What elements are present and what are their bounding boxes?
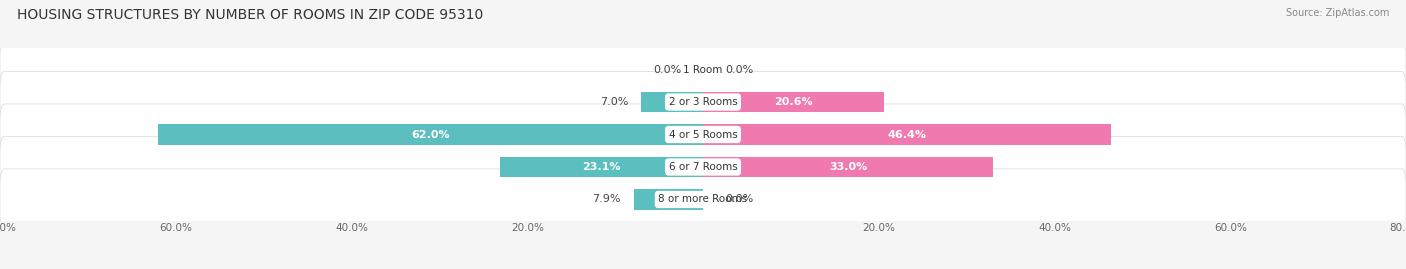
- Bar: [641, 92, 703, 112]
- Bar: [703, 125, 1111, 144]
- Bar: [159, 125, 703, 144]
- Bar: [703, 92, 884, 112]
- Text: 46.4%: 46.4%: [887, 129, 927, 140]
- Text: 7.9%: 7.9%: [592, 194, 620, 204]
- Text: 0.0%: 0.0%: [725, 194, 754, 204]
- Text: 0.0%: 0.0%: [725, 65, 754, 75]
- Bar: [634, 189, 703, 210]
- Text: 1 Room: 1 Room: [683, 65, 723, 75]
- Text: 7.0%: 7.0%: [600, 97, 628, 107]
- FancyBboxPatch shape: [0, 104, 1406, 165]
- FancyBboxPatch shape: [0, 72, 1406, 133]
- Text: HOUSING STRUCTURES BY NUMBER OF ROOMS IN ZIP CODE 95310: HOUSING STRUCTURES BY NUMBER OF ROOMS IN…: [17, 8, 484, 22]
- Text: 62.0%: 62.0%: [412, 129, 450, 140]
- Text: Source: ZipAtlas.com: Source: ZipAtlas.com: [1285, 8, 1389, 18]
- Text: 33.0%: 33.0%: [830, 162, 868, 172]
- Text: 4 or 5 Rooms: 4 or 5 Rooms: [669, 129, 737, 140]
- Text: 8 or more Rooms: 8 or more Rooms: [658, 194, 748, 204]
- Text: 20.6%: 20.6%: [775, 97, 813, 107]
- Text: 6 or 7 Rooms: 6 or 7 Rooms: [669, 162, 737, 172]
- Bar: [703, 157, 993, 177]
- Text: 2 or 3 Rooms: 2 or 3 Rooms: [669, 97, 737, 107]
- Bar: [501, 157, 703, 177]
- FancyBboxPatch shape: [0, 136, 1406, 197]
- FancyBboxPatch shape: [0, 169, 1406, 230]
- FancyBboxPatch shape: [0, 39, 1406, 100]
- Text: 0.0%: 0.0%: [652, 65, 681, 75]
- Text: 23.1%: 23.1%: [582, 162, 621, 172]
